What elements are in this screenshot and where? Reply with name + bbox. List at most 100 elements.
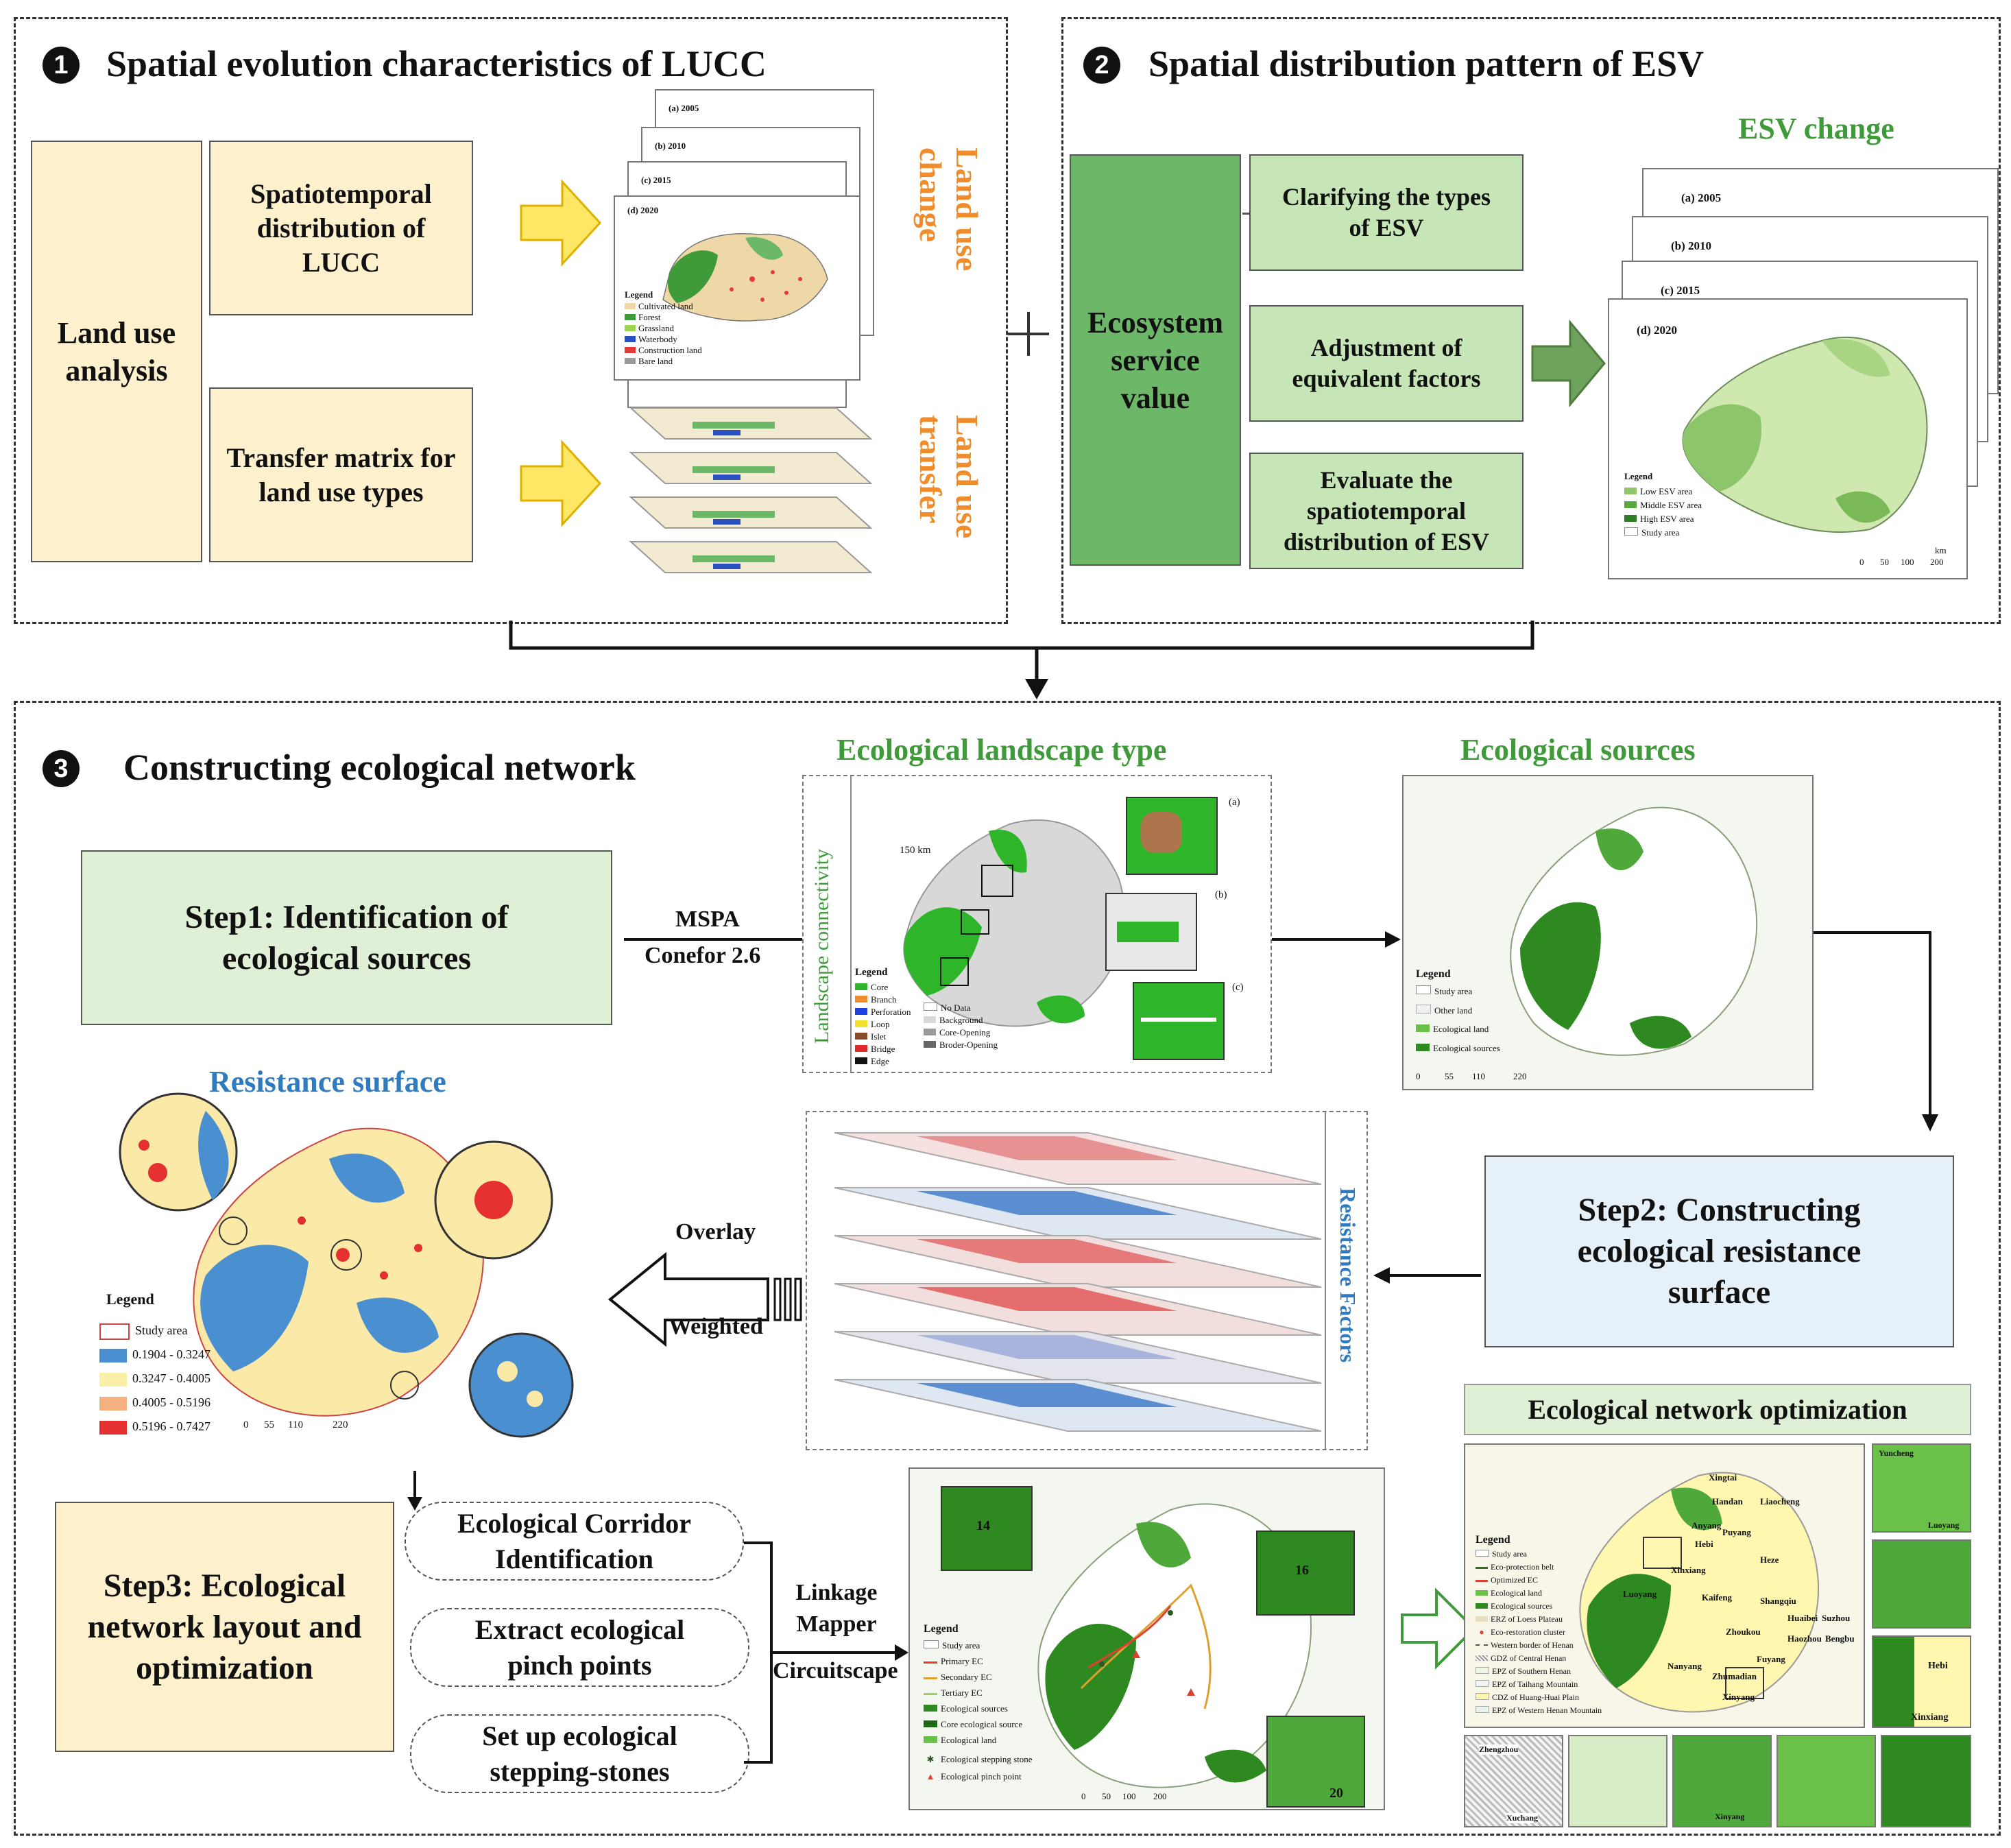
opt-legend-8: GDZ of Central Henan — [1476, 1653, 1566, 1664]
city-bengbu: Bengbu — [1825, 1633, 1855, 1644]
city-nanyang: Nanyang — [1667, 1661, 1702, 1671]
eco-sources-scale-0: 0 — [1416, 1071, 1421, 1081]
network-inset-20-label: 20 — [1329, 1786, 1343, 1801]
lucc-year-label: (b) 2010 — [655, 141, 686, 151]
lucc-map-2020: (d) 2020 Legend Cultivated land Forest G… — [614, 195, 860, 381]
legend-text: Eco-restoration cluster — [1491, 1627, 1565, 1637]
legend-text: High ESV area — [1640, 514, 1694, 524]
opt-legend-7: Western border of Henan — [1476, 1640, 1574, 1651]
opt-legend-5: ERZ of Loess Plateau — [1476, 1614, 1563, 1624]
legend-text: Background — [939, 1015, 983, 1025]
yellow-arrow-1 — [520, 179, 602, 267]
city-zhoukou: Zhoukou — [1726, 1627, 1761, 1637]
legend-text: Study area — [942, 1640, 980, 1651]
resistance-scale-110: 110 — [288, 1419, 303, 1430]
resistance-legend-2: 0.3247 - 0.4005 — [99, 1371, 210, 1387]
landscape-connectivity-label: Landscape connectivity — [810, 848, 833, 1044]
lucc-year-label: (a) 2005 — [669, 103, 699, 113]
opt-bottom-inset-3: Xinyang — [1672, 1735, 1772, 1827]
city-kaifeng: Kaifeng — [1702, 1592, 1733, 1603]
network-inset-20: 20 — [1266, 1716, 1365, 1808]
lucc-legend-water: Waterbody — [625, 334, 677, 345]
sources-to-step2-arrow — [1814, 931, 1938, 1131]
legend-text: Low ESV area — [1640, 486, 1693, 496]
legend-text: EPZ of Southern Henan — [1492, 1666, 1571, 1676]
network-legend-title: Legend — [924, 1623, 959, 1635]
legend-text: Primary EC — [941, 1656, 983, 1666]
network-legend-secondary: Secondary EC — [924, 1672, 992, 1683]
plus-sign-vertical — [1027, 312, 1030, 356]
esv-legend-high: High ESV area — [1624, 514, 1694, 525]
network-inset-16: 16 — [1256, 1531, 1355, 1616]
legend-text: Broder-Opening — [939, 1040, 998, 1050]
landscape-divider — [850, 776, 852, 1072]
step1-box: Step1: Identification of ecological sour… — [81, 850, 612, 1025]
esv-scale-100: 100 — [1901, 557, 1914, 567]
legend-text: Middle ESV area — [1640, 500, 1702, 510]
network-inset-14-label: 14 — [976, 1518, 990, 1533]
optimization-legend-title: Legend — [1476, 1534, 1510, 1546]
land-use-transfer-label: Land use transfer — [913, 415, 985, 539]
overlay-arrow — [607, 1251, 802, 1347]
section1-number: 1 — [43, 47, 80, 84]
resistance-factors-panel: Resistance Factors — [806, 1111, 1368, 1450]
legend-text: Edge — [871, 1056, 889, 1066]
evaluate-esv-box: Evaluate the spatiotemporal distribution… — [1249, 453, 1524, 569]
merge-connector — [509, 621, 1534, 699]
legend-text: 0.3247 - 0.4005 — [132, 1371, 210, 1385]
esv-scale-km: km — [1935, 545, 1947, 555]
opt-bottom-inset-2 — [1568, 1735, 1667, 1827]
step3-box: Step3: Ecological network layout and opt… — [55, 1502, 394, 1752]
esv-change-title: ESV change — [1738, 112, 1894, 145]
lucc-legend-construction: Construction land — [625, 345, 702, 356]
opt-bottom-inset-4 — [1777, 1735, 1876, 1827]
legend-text: Study area — [135, 1323, 188, 1338]
landscape-scale: 150 km — [900, 845, 931, 856]
city-suzhou: Suzhou — [1822, 1613, 1851, 1623]
eco-sources-title: Ecological sources — [1460, 733, 1696, 767]
opt-legend-6: ● Eco-restoration cluster — [1479, 1627, 1565, 1637]
linkage-mapper-label: Linkage Mapper — [795, 1580, 878, 1637]
eco-sources-panel: Legend Study area Other land Ecological … — [1402, 775, 1814, 1090]
transfer-matrix-box: Transfer matrix for land use types — [209, 387, 473, 562]
equivalent-factors-box: Adjustment of equivalent factors — [1249, 305, 1524, 422]
legend-text: Ecological sources — [1433, 1043, 1500, 1053]
esv-legend-title: Legend — [1624, 471, 1653, 481]
pinch-pill-label: Extract ecological pinch points — [474, 1613, 685, 1681]
legend-text: Bare land — [638, 356, 673, 366]
legend-text: Grassland — [638, 323, 674, 333]
network-legend-land: Ecological land — [924, 1735, 996, 1746]
network-to-optimization-arrow — [1401, 1587, 1476, 1670]
corridor-pill: Ecological Corridor Identification — [405, 1502, 744, 1581]
overlay-label: Overlay — [675, 1219, 756, 1245]
eco-sources-scale-55: 55 — [1445, 1071, 1454, 1081]
green-arrow — [1531, 319, 1606, 408]
equivalent-factors-label: Adjustment of equivalent factors — [1292, 334, 1481, 392]
landscape-legend-bridge: Bridge — [855, 1044, 895, 1055]
esv-year-label: (d) 2020 — [1637, 324, 1678, 337]
network-inset-16-label: 16 — [1295, 1563, 1309, 1578]
network-scale-200: 200 — [1153, 1791, 1167, 1801]
pills-bracket — [744, 1541, 908, 1764]
city-puyang: Puyang — [1722, 1527, 1751, 1537]
city-huaibei: Huaibei — [1787, 1613, 1818, 1623]
section2-number: 2 — [1083, 47, 1120, 84]
inset-label-b: (b) — [1215, 889, 1227, 900]
network-legend-core: Core ecological source — [924, 1719, 1022, 1730]
legend-text: Optimized EC — [1491, 1575, 1538, 1585]
step2-box: Step2: Constructing ecological resistanc… — [1484, 1155, 1954, 1347]
landscape-inset-c — [1133, 982, 1225, 1060]
side-label-luoyang: Luoyang — [1928, 1520, 1960, 1530]
spatiotemporal-label: Spatiotemporal distribution of LUCC — [250, 178, 432, 278]
legend-text: Perforation — [871, 1007, 911, 1017]
esv-scale-0: 0 — [1859, 557, 1864, 567]
legend-text: EPZ of Taihang Mountain — [1492, 1679, 1578, 1689]
transfer-matrix-label: Transfer matrix for land use types — [226, 442, 456, 507]
opt-legend-4: Ecological sources — [1476, 1601, 1552, 1611]
opt-legend-12: EPZ of Western Henan Mountain — [1476, 1705, 1602, 1716]
resistance-scale-220: 220 — [333, 1419, 348, 1430]
opt-bottom-inset-1: Zhengzhou Xuchang — [1464, 1735, 1563, 1827]
network-inset-14: 14 — [941, 1486, 1033, 1571]
network-scale-50: 50 — [1102, 1791, 1111, 1801]
landscape-to-sources-arrow — [1272, 931, 1401, 948]
